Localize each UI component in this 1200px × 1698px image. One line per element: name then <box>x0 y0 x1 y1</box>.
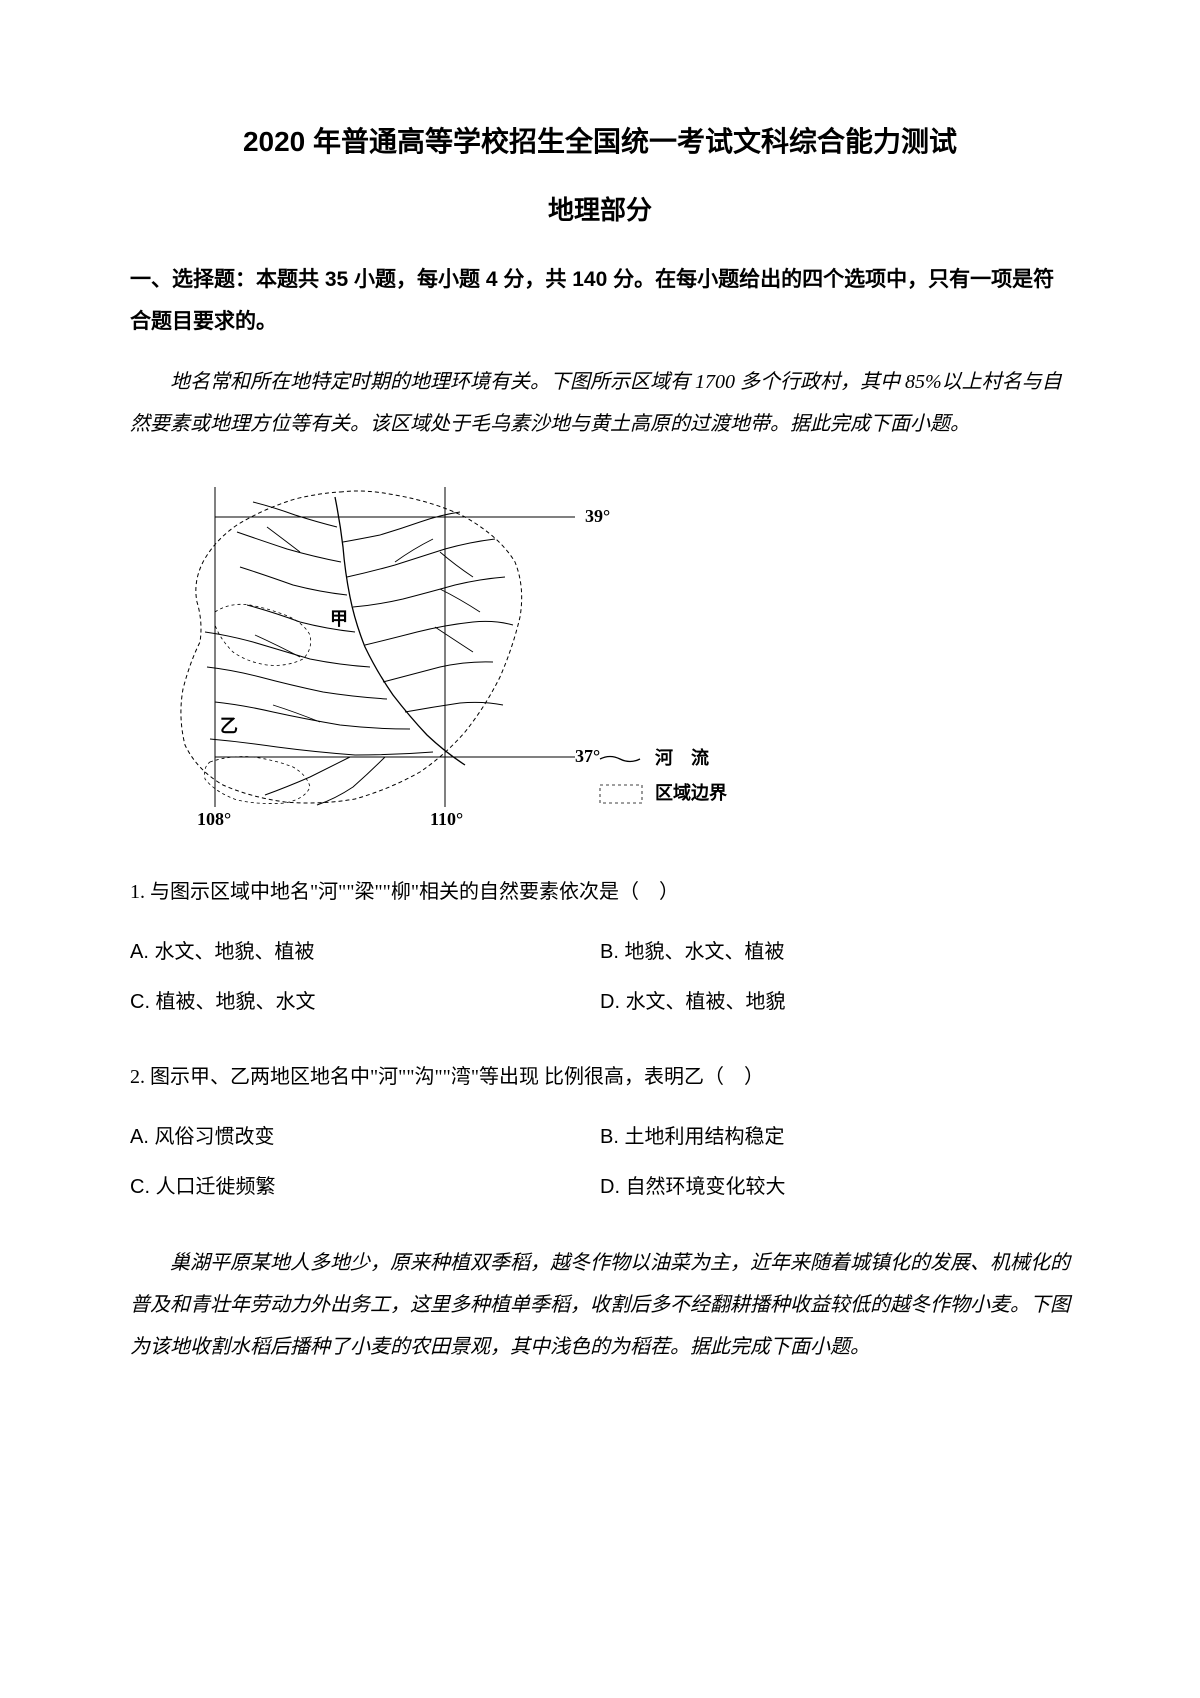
label-yi: 乙 <box>220 716 238 736</box>
legend-river: 河 流 <box>600 747 709 768</box>
q1-option-d: D. 水文、植被、地貌 <box>600 982 1070 1022</box>
q2-option-d: D. 自然环境变化较大 <box>600 1167 1070 1207</box>
question-2: 2. 图示甲、乙两地区地名中"河""沟""湾"等出现 比例很高，表明乙（ ） <box>130 1057 1070 1097</box>
title-sub: 地理部分 <box>130 190 1070 227</box>
q1-option-a: A. 水文、地貌、植被 <box>130 932 600 972</box>
lat-39: 39° <box>585 506 610 526</box>
title-main: 2020 年普通高等学校招生全国统一考试文科综合能力测试 <box>130 120 1070 160</box>
q1-option-b: B. 地貌、水文、植被 <box>600 932 1070 972</box>
passage-2: 巢湖平原某地人多地少，原来种植双季稻，越冬作物以油菜为主，近年来随着城镇化的发展… <box>130 1242 1070 1368</box>
lon-110: 110° <box>430 809 463 829</box>
q2-option-b: B. 土地利用结构稳定 <box>600 1117 1070 1157</box>
map-figure: 39° 37° 108° 110° <box>155 467 755 847</box>
question-1: 1. 与图示区域中地名"河""梁""柳"相关的自然要素依次是（ ） <box>130 872 1070 912</box>
question-2-options: A. 风俗习惯改变 B. 土地利用结构稳定 C. 人口迁徙频繁 D. 自然环境变… <box>130 1117 1070 1217</box>
legend-boundary: 区域边界 <box>600 782 727 803</box>
label-jia: 甲 <box>330 609 348 629</box>
question-1-options: A. 水文、地貌、植被 B. 地貌、水文、植被 C. 植被、地貌、水文 D. 水… <box>130 932 1070 1032</box>
svg-text:区域边界: 区域边界 <box>655 782 727 803</box>
q2-option-c: C. 人口迁徙频繁 <box>130 1167 600 1207</box>
q1-option-c: C. 植被、地貌、水文 <box>130 982 600 1022</box>
lat-37: 37° <box>575 746 600 766</box>
section-header: 一、选择题：本题共 35 小题，每小题 4 分，共 140 分。在每小题给出的四… <box>130 259 1070 343</box>
q2-option-a: A. 风俗习惯改变 <box>130 1117 600 1157</box>
svg-text:河 流: 河 流 <box>655 747 709 768</box>
passage-1: 地名常和所在地特定时期的地理环境有关。下图所示区域有 1700 多个行政村，其中… <box>130 361 1070 445</box>
lon-108: 108° <box>197 809 231 829</box>
